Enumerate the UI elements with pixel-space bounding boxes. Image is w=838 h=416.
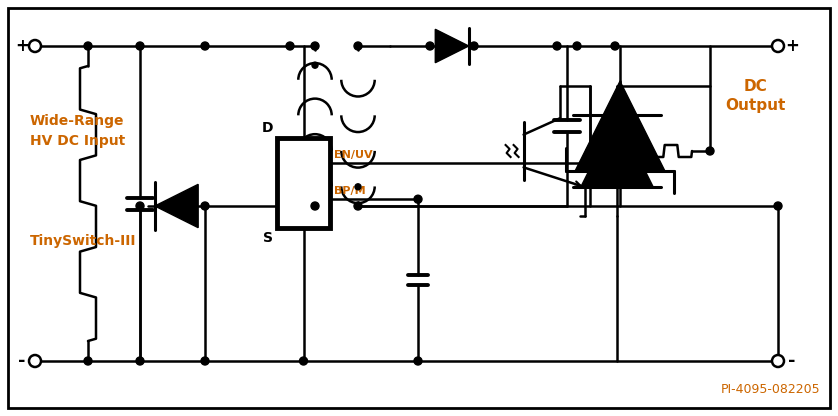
Polygon shape <box>581 114 654 187</box>
Circle shape <box>311 202 319 210</box>
Circle shape <box>774 202 782 210</box>
Text: DC
Output: DC Output <box>725 79 785 114</box>
Circle shape <box>586 159 594 167</box>
Text: BP/M: BP/M <box>334 186 365 196</box>
Circle shape <box>84 357 92 365</box>
Text: S: S <box>263 231 273 245</box>
Circle shape <box>573 42 581 50</box>
Circle shape <box>414 357 422 365</box>
Text: PI-4095-082205: PI-4095-082205 <box>721 383 820 396</box>
Circle shape <box>286 42 294 50</box>
Text: EN/UV: EN/UV <box>334 150 373 160</box>
Circle shape <box>586 147 594 155</box>
Circle shape <box>354 42 362 50</box>
Circle shape <box>553 42 561 50</box>
Circle shape <box>299 357 308 365</box>
Circle shape <box>201 357 209 365</box>
Circle shape <box>312 62 318 68</box>
Circle shape <box>136 42 144 50</box>
Circle shape <box>136 357 144 365</box>
Circle shape <box>354 202 362 210</box>
Bar <box>277 138 330 228</box>
Text: +: + <box>785 37 799 55</box>
Circle shape <box>772 355 784 367</box>
Circle shape <box>29 355 41 367</box>
Text: TinySwitch-III: TinySwitch-III <box>30 234 137 248</box>
Circle shape <box>426 42 434 50</box>
Text: D: D <box>261 121 273 135</box>
Text: -: - <box>18 352 26 370</box>
Text: Wide-Range
HV DC Input: Wide-Range HV DC Input <box>30 114 125 148</box>
Circle shape <box>311 42 319 50</box>
Text: +: + <box>15 37 29 55</box>
Circle shape <box>201 202 209 210</box>
Circle shape <box>136 202 144 210</box>
Circle shape <box>355 184 361 190</box>
Circle shape <box>84 42 92 50</box>
Circle shape <box>611 42 619 50</box>
Polygon shape <box>575 81 665 171</box>
Circle shape <box>29 40 41 52</box>
Polygon shape <box>155 184 198 228</box>
Circle shape <box>414 195 422 203</box>
Circle shape <box>470 42 478 50</box>
Polygon shape <box>435 29 468 63</box>
Circle shape <box>201 42 209 50</box>
Circle shape <box>706 147 714 155</box>
Circle shape <box>772 40 784 52</box>
Text: -: - <box>789 352 796 370</box>
